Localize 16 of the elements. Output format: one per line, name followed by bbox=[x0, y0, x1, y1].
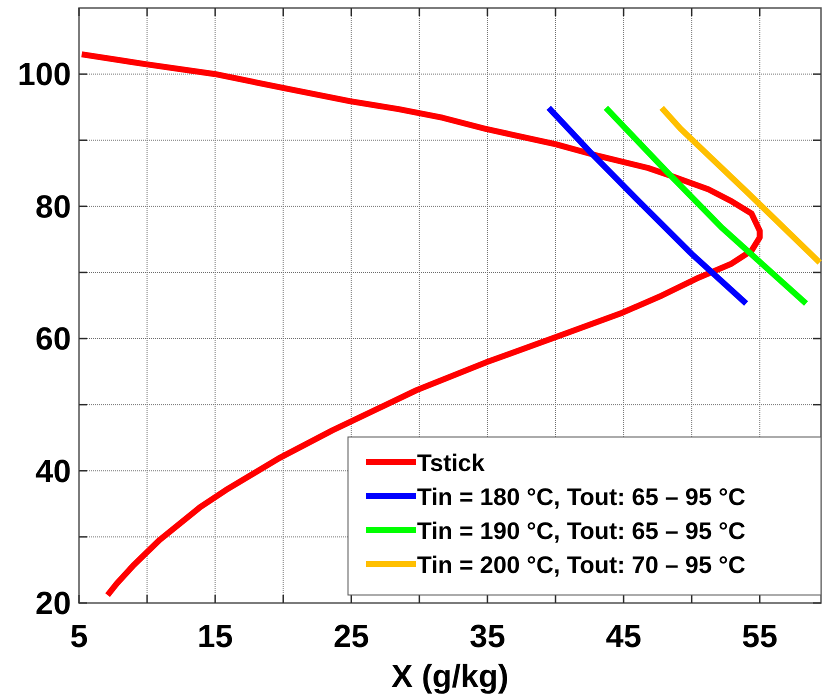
x-tick-label: 45 bbox=[606, 618, 642, 654]
y-tick-label: 20 bbox=[35, 585, 71, 621]
legend-label: Tin = 190 °C, Tout: 65 – 95 °C bbox=[417, 518, 746, 545]
y-tick-label: 100 bbox=[18, 56, 71, 92]
legend-label: Tin = 200 °C, Tout: 70 – 95 °C bbox=[417, 552, 746, 579]
x-tick-label: 5 bbox=[70, 618, 88, 654]
x-tick-label: 25 bbox=[333, 618, 370, 654]
legend-label: Tin = 180 °C, Tout: 65 – 95 °C bbox=[417, 484, 746, 511]
x-axis-title: X (g/kg) bbox=[391, 658, 509, 694]
y-tick-label: 80 bbox=[35, 188, 71, 224]
x-tick-label: 35 bbox=[470, 618, 506, 654]
y-tick-label: 60 bbox=[35, 320, 71, 357]
y-tick-label: 40 bbox=[35, 452, 71, 489]
legend-label: Tstick bbox=[417, 450, 486, 477]
x-tick-label: 15 bbox=[197, 618, 233, 654]
x-tick-label: 55 bbox=[742, 618, 778, 654]
